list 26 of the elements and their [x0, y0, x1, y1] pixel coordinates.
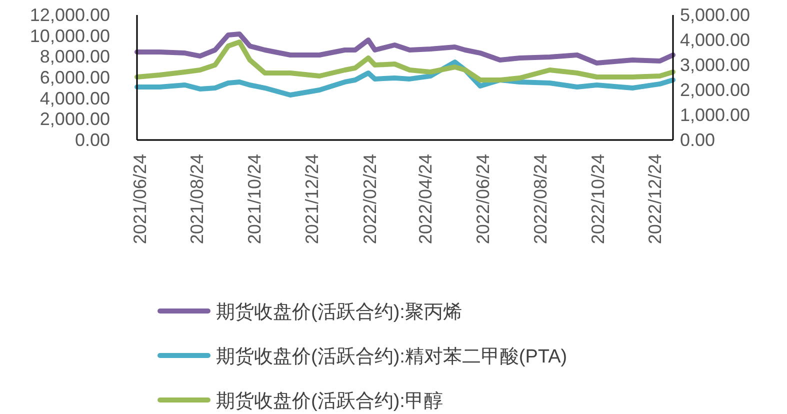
x-tick-label: 2022/12/24 — [645, 154, 666, 244]
x-tick-label: 2022/04/24 — [416, 154, 436, 244]
y-tick-label: 12,000.00 — [30, 5, 110, 25]
legend-label: 期货收盘价(活跃合约):甲醇 — [216, 391, 443, 412]
legend-label: 期货收盘价(活跃合约):聚丙烯 — [216, 302, 462, 323]
y-tick-label: 6,000.00 — [40, 68, 110, 88]
x-tick-label: 2022/06/24 — [473, 154, 494, 244]
y-tick-label: 0.00 — [74, 130, 110, 150]
y2-tick-label: 0.00 — [680, 130, 716, 150]
y-tick-label: 10,000.00 — [30, 26, 110, 46]
y2-tick-label: 1,000.00 — [680, 105, 750, 125]
x-tick-label: 2021/08/24 — [187, 154, 208, 244]
y-tick-label: 8,000.00 — [40, 46, 110, 67]
x-tick-label: 2022/10/24 — [588, 154, 608, 244]
x-tick-label: 2022/02/24 — [360, 154, 380, 244]
x-tick-label: 2021/10/24 — [244, 154, 265, 244]
x-tick-label: 2022/08/24 — [530, 154, 550, 244]
y2-tick-label: 2,000.00 — [680, 80, 750, 100]
y-tick-label: 4,000.00 — [40, 88, 110, 108]
y2-tick-label: 5,000.00 — [680, 5, 750, 25]
y2-tick-label: 4,000.00 — [680, 30, 750, 50]
y2-tick-label: 3,000.00 — [680, 55, 750, 75]
x-tick-label: 2021/12/24 — [302, 154, 322, 244]
x-tick-label: 2021/06/24 — [130, 154, 150, 244]
y-tick-label: 2,000.00 — [40, 109, 110, 130]
legend-label: 期货收盘价(活跃合约):精对苯二甲酸(PTA) — [216, 346, 568, 368]
